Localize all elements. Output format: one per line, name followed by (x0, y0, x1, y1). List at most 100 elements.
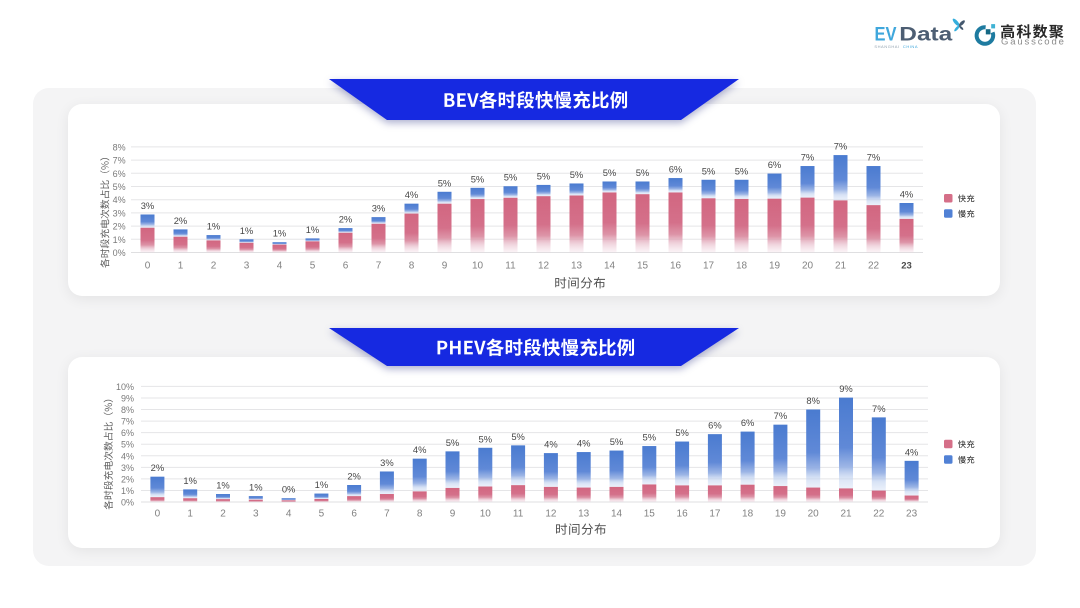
svg-text:4%: 4% (544, 439, 558, 450)
svg-text:6%: 6% (741, 417, 755, 428)
svg-text:1%: 1% (113, 235, 126, 245)
svg-text:6%: 6% (121, 428, 134, 438)
svg-text:2%: 2% (347, 471, 361, 482)
svg-text:21: 21 (840, 508, 852, 519)
svg-text:1%: 1% (121, 486, 134, 496)
svg-text:3: 3 (253, 508, 259, 519)
svg-text:5%: 5% (643, 432, 657, 443)
svg-text:4: 4 (286, 508, 292, 519)
svg-text:2: 2 (211, 261, 217, 272)
svg-text:8%: 8% (806, 395, 820, 406)
svg-text:0: 0 (145, 261, 151, 272)
svg-text:12: 12 (538, 261, 550, 272)
svg-text:2%: 2% (151, 462, 165, 473)
svg-text:23: 23 (901, 261, 912, 272)
svg-text:7: 7 (384, 508, 390, 519)
svg-text:5: 5 (319, 508, 325, 519)
svg-text:6%: 6% (768, 159, 782, 170)
svg-text:15: 15 (644, 508, 656, 519)
svg-text:1%: 1% (240, 225, 254, 236)
svg-text:11: 11 (505, 261, 516, 272)
svg-text:16: 16 (677, 508, 689, 519)
svg-text:5%: 5% (735, 165, 749, 176)
svg-text:4%: 4% (577, 438, 591, 449)
svg-text:3%: 3% (113, 208, 126, 218)
svg-text:5%: 5% (471, 173, 485, 184)
svg-text:8: 8 (409, 261, 415, 272)
svg-text:5%: 5% (675, 427, 689, 438)
svg-text:17: 17 (703, 261, 715, 272)
svg-text:0: 0 (155, 508, 161, 519)
svg-text:4%: 4% (905, 446, 919, 457)
svg-text:1%: 1% (273, 228, 287, 239)
svg-text:3%: 3% (380, 457, 394, 468)
svg-text:4%: 4% (113, 195, 126, 205)
svg-text:9%: 9% (839, 383, 853, 394)
svg-text:0%: 0% (113, 248, 126, 258)
svg-text:CHINA: CHINA (903, 44, 918, 49)
svg-text:10: 10 (480, 508, 492, 519)
svg-text:0%: 0% (282, 484, 296, 495)
svg-text:2%: 2% (339, 214, 353, 225)
svg-text:21: 21 (835, 261, 847, 272)
svg-text:14: 14 (611, 508, 623, 519)
svg-text:1: 1 (178, 261, 184, 272)
svg-text:9: 9 (442, 261, 448, 272)
svg-text:8: 8 (417, 508, 423, 519)
svg-text:11: 11 (513, 508, 524, 519)
svg-text:2: 2 (220, 508, 226, 519)
svg-text:18: 18 (742, 508, 754, 519)
svg-text:1%: 1% (207, 221, 221, 232)
svg-text:5%: 5% (121, 440, 134, 450)
svg-text:6%: 6% (113, 169, 126, 179)
svg-text:19: 19 (775, 508, 787, 519)
svg-text:8%: 8% (121, 405, 134, 415)
svg-text:4%: 4% (900, 189, 914, 200)
svg-text:0%: 0% (121, 498, 134, 508)
svg-text:SHANGHAI: SHANGHAI (874, 44, 899, 49)
svg-text:6%: 6% (669, 164, 683, 175)
svg-text:4%: 4% (405, 189, 419, 200)
svg-text:3: 3 (244, 261, 250, 272)
svg-text:2%: 2% (121, 474, 134, 484)
svg-text:Gausscode: Gausscode (1001, 37, 1066, 48)
svg-text:5%: 5% (537, 170, 551, 181)
svg-text:1%: 1% (183, 475, 197, 486)
svg-text:5%: 5% (479, 433, 493, 444)
svg-text:5: 5 (310, 261, 316, 272)
svg-text:3%: 3% (372, 203, 386, 214)
svg-text:7%: 7% (834, 141, 848, 152)
svg-text:1%: 1% (249, 482, 263, 493)
svg-text:5%: 5% (610, 436, 624, 447)
svg-text:4%: 4% (121, 451, 134, 461)
svg-text:13: 13 (578, 508, 590, 519)
svg-text:Data: Data (899, 23, 952, 45)
svg-text:9%: 9% (121, 393, 134, 403)
svg-text:5%: 5% (603, 167, 617, 178)
svg-text:1%: 1% (306, 224, 320, 235)
svg-text:15: 15 (637, 261, 649, 272)
svg-text:9: 9 (450, 508, 456, 519)
svg-text:5%: 5% (113, 182, 126, 192)
svg-text:5%: 5% (438, 177, 452, 188)
svg-text:17: 17 (709, 508, 721, 519)
svg-text:4: 4 (277, 261, 283, 272)
svg-text:1%: 1% (315, 479, 329, 490)
svg-text:5%: 5% (702, 165, 716, 176)
svg-text:12: 12 (545, 508, 557, 519)
svg-text:5%: 5% (511, 431, 525, 442)
svg-text:6%: 6% (708, 420, 722, 431)
svg-text:7%: 7% (774, 410, 788, 421)
svg-text:2%: 2% (174, 215, 188, 226)
svg-text:22: 22 (868, 261, 880, 272)
svg-text:19: 19 (769, 261, 781, 272)
svg-text:5%: 5% (570, 169, 584, 180)
svg-text:EV: EV (875, 24, 897, 45)
svg-text:20: 20 (802, 261, 814, 272)
svg-text:14: 14 (604, 261, 616, 272)
svg-text:5%: 5% (446, 437, 460, 448)
svg-text:16: 16 (670, 261, 682, 272)
svg-text:18: 18 (736, 261, 748, 272)
svg-text:6: 6 (351, 508, 357, 519)
svg-text:23: 23 (906, 508, 918, 519)
